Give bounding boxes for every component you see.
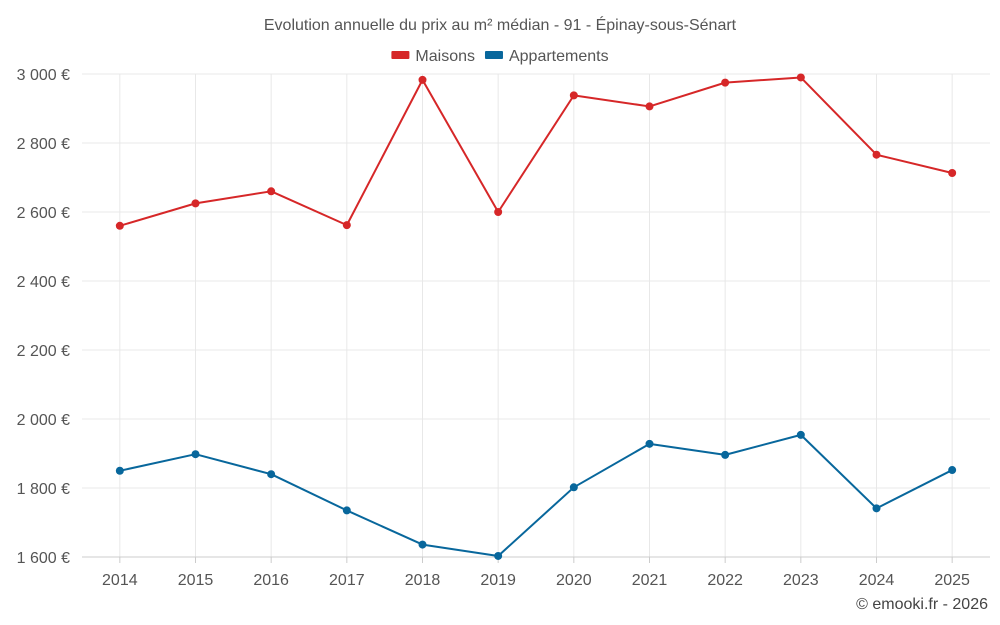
credit-text: © emooki.fr - 2026	[856, 596, 988, 613]
y-axis: 1 600 € 1 800 € 2 000 € 2 200 € 2 400 € 2 600…	[17, 67, 70, 567]
data-point-maisons[interactable]	[948, 169, 957, 178]
data-point-appartements[interactable]	[721, 450, 730, 459]
x-tick-label: 2020	[556, 572, 592, 589]
x-tick-label: 2025	[934, 572, 970, 589]
grid-lines	[82, 73, 990, 558]
series-group	[115, 73, 957, 560]
legend: Maisons Appartements	[391, 48, 609, 65]
x-tick-label: 2017	[329, 572, 365, 589]
data-point-appartements[interactable]	[872, 504, 881, 513]
x-tick-label: 2019	[480, 572, 516, 589]
y-tick-label: 2 800 €	[17, 136, 70, 153]
x-tick-label: 2018	[405, 572, 441, 589]
legend-item-appartements[interactable]: Appartements	[484, 48, 609, 65]
data-point-maisons[interactable]	[267, 187, 276, 196]
series-line-appartements	[119, 433, 953, 557]
y-tick-label: 1 800 €	[17, 481, 70, 498]
data-point-appartements[interactable]	[342, 506, 351, 515]
legend-label: Appartements	[509, 48, 609, 65]
x-tick-label: 2021	[632, 572, 668, 589]
legend-item-maisons[interactable]: Maisons	[391, 48, 475, 65]
data-point-appartements[interactable]	[115, 466, 124, 475]
x-tick-label: 2023	[783, 572, 819, 589]
y-tick-label: 2 200 €	[17, 343, 70, 360]
data-point-appartements[interactable]	[191, 450, 200, 459]
data-point-maisons[interactable]	[494, 208, 503, 216]
x-tick-label: 2015	[178, 572, 214, 589]
y-tick-label: 2 400 €	[17, 274, 70, 291]
data-point-appartements[interactable]	[796, 430, 805, 439]
data-point-maisons[interactable]	[569, 91, 578, 100]
data-point-appartements[interactable]	[418, 540, 427, 549]
y-tick-label: 2 600 €	[17, 205, 70, 222]
data-point-maisons[interactable]	[796, 73, 805, 82]
data-point-maisons[interactable]	[418, 75, 427, 84]
x-tick-label: 2024	[859, 572, 895, 589]
data-point-maisons[interactable]	[645, 102, 654, 111]
data-point-maisons[interactable]	[115, 221, 124, 230]
data-point-maisons[interactable]	[721, 78, 730, 87]
data-point-appartements[interactable]	[494, 551, 503, 560]
x-tick-label: 2022	[707, 572, 743, 589]
legend-label: Maisons	[415, 48, 475, 65]
x-tick-label: 2016	[253, 572, 289, 589]
series-line-maisons	[119, 76, 953, 227]
data-point-appartements[interactable]	[569, 483, 578, 492]
legend-swatch	[484, 51, 503, 59]
y-tick-label: 3 000 €	[17, 67, 70, 84]
data-point-maisons[interactable]	[191, 199, 200, 208]
x-tick-label: 2014	[102, 572, 138, 589]
data-point-maisons[interactable]	[342, 221, 351, 230]
data-point-appartements[interactable]	[948, 466, 957, 475]
y-tick-label: 1 600 €	[17, 550, 70, 567]
data-point-maisons[interactable]	[872, 150, 881, 159]
data-point-appartements[interactable]	[267, 470, 276, 479]
data-point-appartements[interactable]	[645, 439, 654, 448]
chart-title: Evolution annuelle du prix au m² médian …	[264, 15, 737, 34]
legend-swatch	[391, 51, 410, 59]
x-axis: 2014 2015 2016 2017 2018 2019 2020 2021 2022 2023…	[82, 556, 990, 589]
y-tick-label: 2 000 €	[17, 412, 70, 429]
